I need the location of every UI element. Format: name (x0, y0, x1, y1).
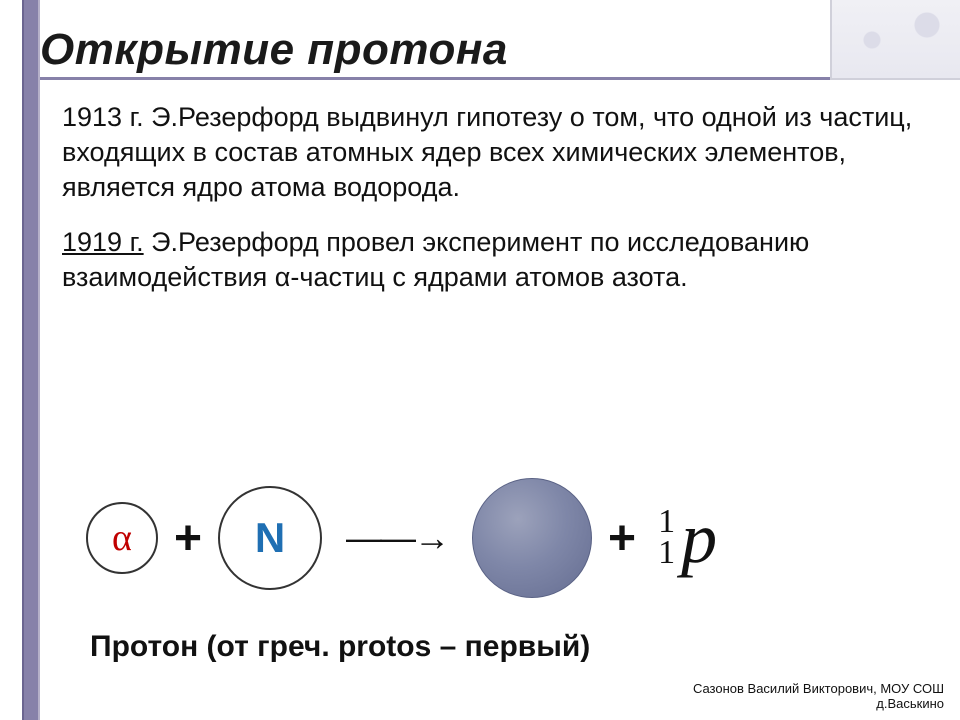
paragraph-1: 1913 г. Э.Резерфорд выдвинул гипотезу о … (62, 100, 930, 205)
para1-year: 1913 г. (62, 102, 144, 132)
nitrogen-circle: N (218, 486, 322, 590)
paragraph-2: 1919 г. Э.Резерфорд провел эксперимент п… (62, 225, 930, 295)
proton-mass-charge: 1 1 (658, 507, 675, 568)
product-nucleus-circle (472, 478, 592, 598)
slide: Открытие протона 1913 г. Э.Резерфорд выд… (0, 0, 960, 720)
corner-decoration (830, 0, 960, 80)
credit-line-2: д.Васькино (693, 696, 944, 712)
proton-notation: 1 1 p (658, 497, 717, 580)
title-bar: Открытие протона (40, 0, 830, 80)
para2-text: Э.Резерфорд провел эксперимент по исслед… (62, 227, 809, 292)
proton-charge-number: 1 (658, 538, 675, 569)
slide-title: Открытие протона (40, 25, 508, 75)
alpha-symbol: α (112, 516, 132, 560)
author-credit: Сазонов Василий Викторович, МОУ СОШ д.Ва… (693, 681, 944, 712)
proton-definition: Протон (от греч. protos – первый) (90, 630, 590, 664)
nitrogen-symbol: N (255, 514, 285, 562)
reaction-arrow: ——→ (346, 517, 448, 559)
plus-sign-1: + (174, 511, 202, 566)
left-accent-bar (22, 0, 40, 720)
credit-line-1: Сазонов Василий Викторович, МОУ СОШ (693, 681, 944, 697)
para2-year: 1919 г. (62, 227, 144, 257)
alpha-particle-circle: α (86, 502, 158, 574)
reaction-diagram: α + N ——→ + 1 1 p (62, 478, 912, 598)
proton-symbol: p (681, 497, 717, 580)
content-area: 1913 г. Э.Резерфорд выдвинул гипотезу о … (62, 100, 930, 315)
plus-sign-2: + (608, 511, 636, 566)
para1-text: Э.Резерфорд выдвинул гипотезу о том, что… (62, 102, 912, 202)
